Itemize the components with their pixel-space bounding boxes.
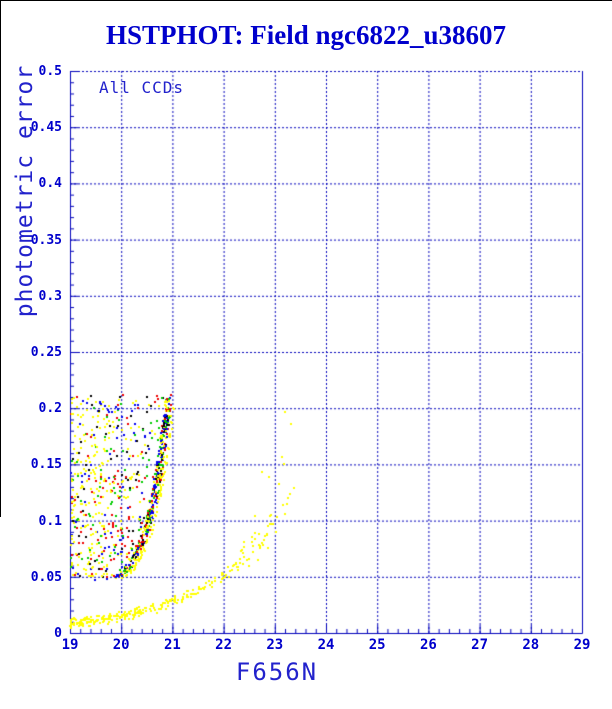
y-tick-label: 0.45	[30, 120, 62, 136]
y-tick-label: 0.15	[30, 457, 62, 473]
x-tick-label: 22	[215, 637, 233, 653]
y-tick-label: 0.1	[38, 513, 62, 529]
y-tick-label: 0.35	[30, 232, 62, 248]
ccd-annotation: All CCDs	[99, 78, 185, 97]
x-tick-label: 24	[317, 637, 335, 653]
x-tick-label: 21	[163, 637, 181, 653]
x-tick-label: 23	[266, 637, 284, 653]
y-tick-label: 0.5	[38, 64, 62, 79]
x-tick-label: 29	[573, 637, 591, 653]
x-tick-label: 20	[112, 637, 130, 653]
x-tick-label: 27	[471, 637, 489, 653]
x-axis-label: F656N	[235, 658, 319, 686]
y-tick-label: 0.2	[38, 401, 62, 417]
y-tick-label: 0.25	[30, 345, 62, 360]
x-tick-label: 19	[61, 637, 79, 653]
y-tick-label: 0	[54, 626, 62, 641]
y-tick-label: 0.05	[30, 569, 62, 585]
x-tick-label: 25	[368, 637, 386, 653]
y-tick-label: 0.4	[38, 176, 62, 192]
x-tick-label: 26	[419, 637, 437, 653]
x-tick-label: 28	[522, 637, 540, 653]
y-tick-label: 0.3	[38, 288, 62, 304]
